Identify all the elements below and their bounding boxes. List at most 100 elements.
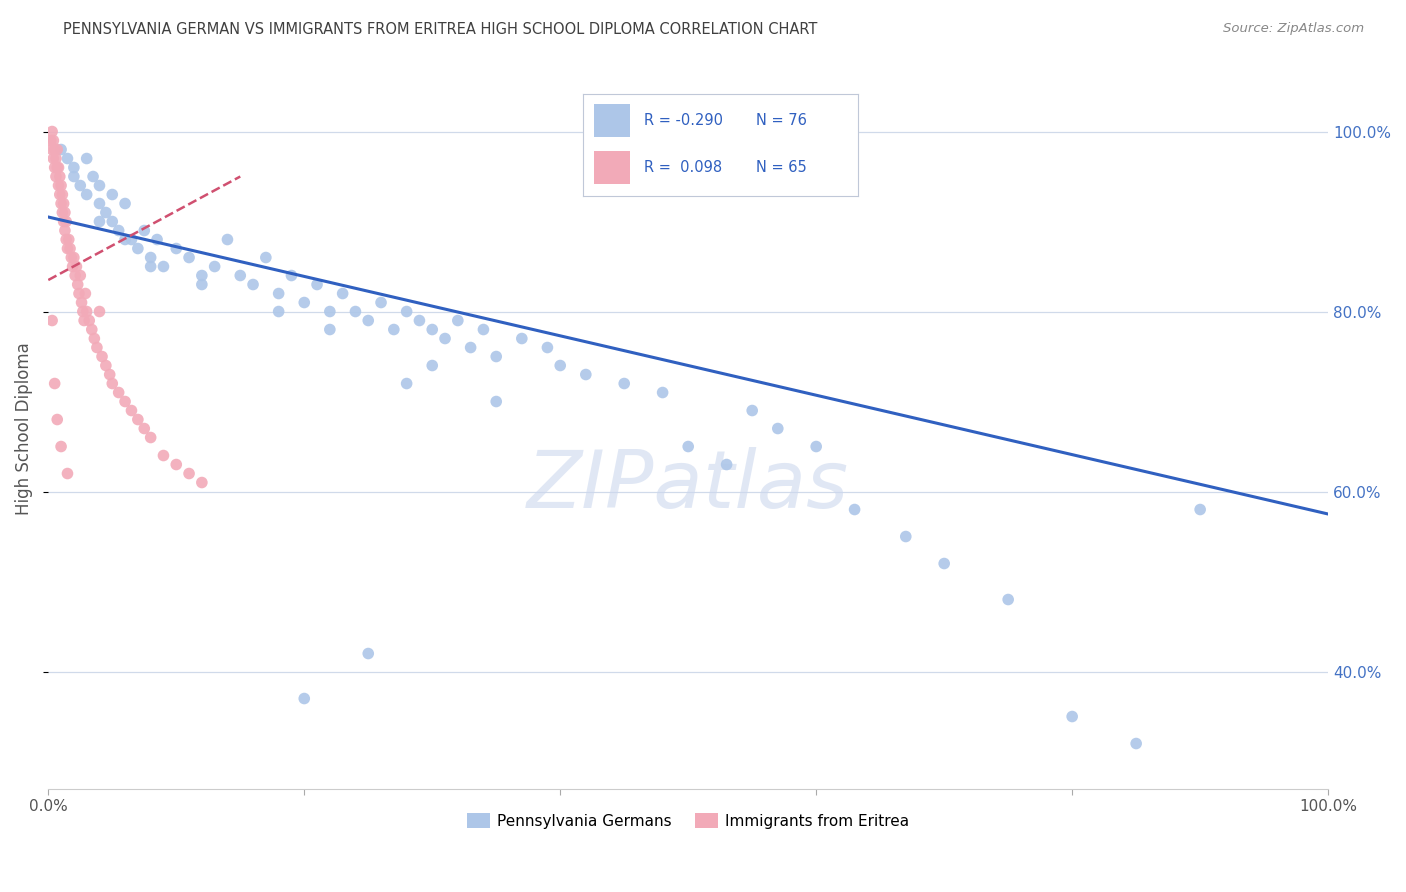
Point (134, 421, 156, 435)
Point (94, 205, 117, 219)
Point (44, 376, 66, 391)
Point (62, 260, 84, 274)
Point (1125, 737, 1147, 751)
Point (56, 467, 79, 481)
Point (676, 440, 699, 454)
Point (292, 691, 315, 706)
Point (56, 242, 79, 256)
Point (82, 169, 104, 184)
Bar (595, 151, 630, 184)
Point (69, 268, 91, 283)
Point (67, 286, 90, 301)
Point (408, 313, 430, 327)
Text: ZIPatlas: ZIPatlas (527, 447, 849, 525)
Point (934, 557, 956, 571)
Point (146, 233, 169, 247)
Point (101, 187, 124, 202)
Point (651, 385, 673, 400)
Point (139, 430, 162, 444)
Point (134, 223, 156, 237)
Point (114, 233, 136, 247)
Point (741, 403, 763, 417)
Point (91, 350, 114, 364)
Point (806, 440, 828, 454)
Point (844, 502, 866, 516)
Point (39, 134, 62, 148)
Point (49, 143, 72, 157)
Point (46, 161, 69, 175)
Point (46, 412, 69, 426)
Point (305, 277, 328, 292)
Point (58, 233, 80, 247)
Point (536, 341, 558, 355)
Point (280, 268, 302, 283)
Point (292, 295, 315, 310)
Point (101, 214, 124, 228)
Point (48, 161, 70, 175)
Point (485, 394, 508, 409)
Point (114, 394, 136, 409)
Text: PENNSYLVANIA GERMAN VS IMMIGRANTS FROM ERITREA HIGH SCHOOL DIPLOMA CORRELATION C: PENNSYLVANIA GERMAN VS IMMIGRANTS FROM E… (63, 22, 818, 37)
Point (766, 421, 789, 435)
Point (1189, 502, 1212, 516)
Text: Source: ZipAtlas.com: Source: ZipAtlas.com (1223, 22, 1364, 36)
Point (76, 304, 98, 318)
Point (49, 440, 72, 454)
Point (357, 647, 380, 661)
Text: R = -0.290: R = -0.290 (644, 112, 723, 128)
Legend: Pennsylvania Germans, Immigrants from Eritrea: Pennsylvania Germans, Immigrants from Er… (461, 806, 915, 835)
Point (267, 286, 290, 301)
Point (42, 134, 65, 148)
Point (80, 322, 103, 336)
Point (121, 233, 143, 247)
Point (69, 178, 91, 193)
Point (89, 196, 111, 211)
Point (51, 187, 73, 202)
Point (319, 304, 342, 318)
Point (89, 214, 111, 228)
Point (395, 304, 418, 318)
Point (101, 376, 124, 391)
Point (63, 251, 86, 265)
Point (48, 178, 70, 193)
Point (204, 260, 226, 274)
Point (357, 313, 380, 327)
Point (49, 178, 72, 193)
Point (485, 350, 508, 364)
Point (63, 268, 86, 283)
Point (510, 332, 533, 346)
Point (44, 161, 66, 175)
Point (177, 251, 200, 265)
Point (121, 403, 143, 417)
Point (63, 161, 86, 175)
Point (46, 143, 69, 157)
Point (52, 214, 75, 228)
Point (254, 251, 277, 265)
Point (191, 277, 214, 292)
Point (77, 313, 100, 327)
Point (127, 242, 149, 256)
Text: N = 76: N = 76 (756, 112, 807, 128)
Point (49, 169, 72, 184)
Point (382, 322, 405, 336)
Point (89, 178, 111, 193)
Point (191, 475, 214, 490)
Point (191, 268, 214, 283)
Point (86, 341, 108, 355)
Point (344, 304, 367, 318)
Point (76, 187, 98, 202)
Point (152, 449, 174, 463)
Point (575, 368, 598, 382)
Point (217, 233, 239, 247)
Point (242, 277, 264, 292)
Point (55, 214, 77, 228)
Point (319, 322, 342, 336)
Point (229, 268, 252, 283)
Point (56, 152, 79, 166)
Point (65, 260, 87, 274)
Point (42, 152, 65, 166)
Point (107, 385, 129, 400)
Point (41, 313, 63, 327)
Point (45, 169, 67, 184)
Point (434, 332, 457, 346)
